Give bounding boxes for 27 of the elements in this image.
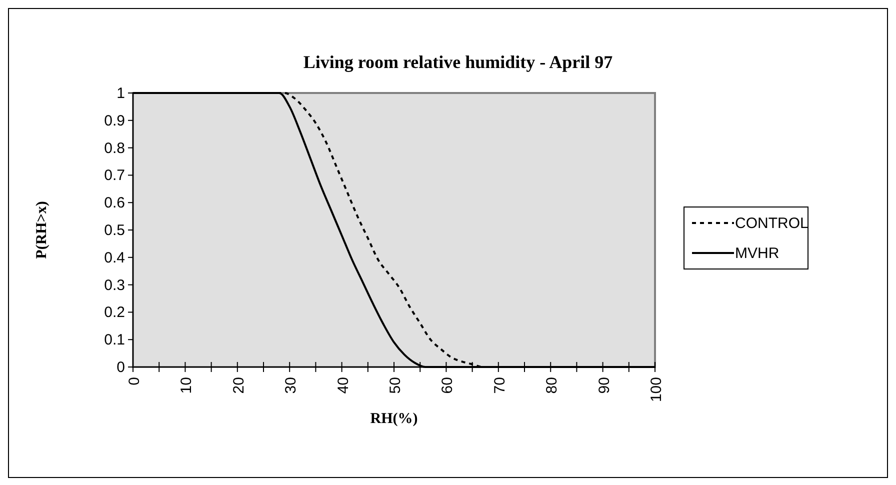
x-tick-label: 70 xyxy=(491,377,508,394)
y-axis-title: P(RH>x) xyxy=(34,201,50,259)
y-tick-label: 0.8 xyxy=(104,140,125,157)
x-tick-label: 90 xyxy=(596,377,613,394)
legend-label: MVHR xyxy=(735,245,780,262)
x-axis-title: RH(%) xyxy=(370,411,418,427)
x-tick-label: 40 xyxy=(334,377,352,394)
y-tick-label: 0.1 xyxy=(104,332,125,349)
x-tick-label: 60 xyxy=(439,377,456,394)
y-tick-label: 0.7 xyxy=(104,167,125,184)
x-tick-label: 30 xyxy=(282,377,300,394)
y-tick-label: 0.2 xyxy=(104,304,125,322)
y-tick-label: 1 xyxy=(116,85,125,102)
x-tick-label: 80 xyxy=(544,377,561,394)
y-tick-label: 0.3 xyxy=(104,276,125,294)
y-tick-label: 0.6 xyxy=(104,194,125,212)
y-tick-label: 0.5 xyxy=(104,222,125,239)
y-tick-label: 0.4 xyxy=(104,249,125,266)
x-tick-label: 10 xyxy=(178,377,196,394)
x-tick-label: 20 xyxy=(230,377,248,394)
x-tick-label: 100 xyxy=(648,377,665,402)
y-tick-label: 0.9 xyxy=(104,112,125,130)
y-tick-label: 0 xyxy=(116,359,125,376)
x-tick-label: 50 xyxy=(387,377,404,394)
x-tick-label: 0 xyxy=(126,377,143,386)
legend-label: CONTROL xyxy=(735,215,808,232)
chart-title: Living room relative humidity - April 97 xyxy=(303,52,613,72)
